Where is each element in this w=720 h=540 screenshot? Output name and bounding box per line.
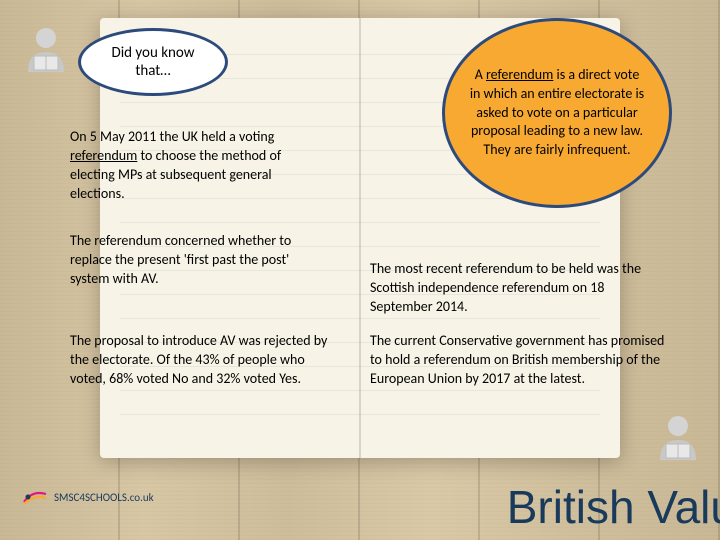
paragraph-2: The referendum concerned whether to repl… (70, 232, 330, 289)
bubble-small-line2: that… (135, 62, 170, 80)
reader-icon (18, 22, 74, 78)
definition-bubble: A referendum is a direct vote in which a… (442, 18, 672, 208)
p1-underlined: referendum (70, 147, 137, 164)
def-underlined: referendum (486, 66, 553, 83)
paragraph-4: The most recent referendum to be held wa… (370, 260, 660, 317)
def-pre: A (475, 66, 486, 83)
paragraph-1: On 5 May 2011 the UK held a voting refer… (70, 128, 320, 204)
did-you-know-text: Did you know that… (111, 44, 194, 80)
footer-logo-text: SMSC4SCHOOLS.co.uk (54, 491, 154, 504)
did-you-know-bubble: Did you know that… (78, 28, 228, 96)
paragraph-5: The current Conservative government has … (370, 332, 670, 389)
paragraph-3: The proposal to introduce AV was rejecte… (70, 332, 338, 389)
p1-pre: On 5 May 2011 the UK held a voting (70, 128, 274, 145)
bubble-small-line1: Did you know (111, 44, 194, 62)
reader-icon (650, 410, 706, 466)
definition-text: A referendum is a direct vote in which a… (469, 66, 645, 160)
footer-title: British Valu (507, 480, 720, 534)
footer-logo: SMSC4SCHOOLS.co.uk (22, 488, 154, 506)
logo-swoosh-icon (22, 488, 48, 506)
